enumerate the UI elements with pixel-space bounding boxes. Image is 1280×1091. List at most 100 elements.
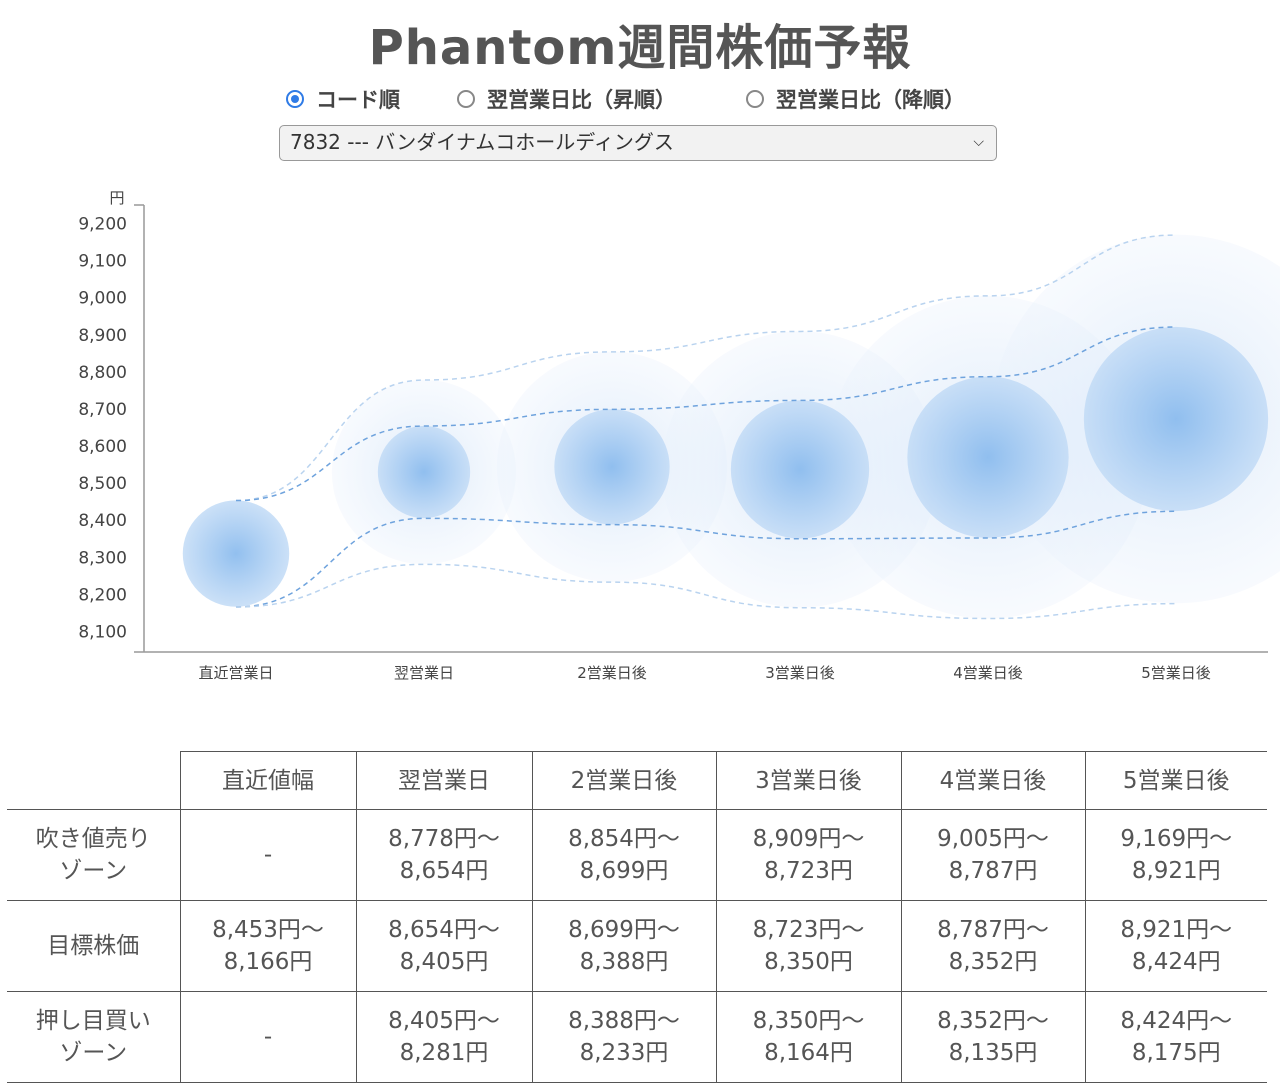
cell-value: 9,005円〜 <box>937 826 1049 852</box>
column-header: 直近値幅 <box>179 751 357 810</box>
cell-value: 8,350円〜 <box>752 1008 865 1034</box>
y-tick-label: 8,600 <box>78 437 127 457</box>
x-tick-label: 3営業日後 <box>765 664 835 682</box>
table-cell: 8,854円〜 8,699円 <box>531 809 717 901</box>
row-header: 押し目買い ゾーン <box>7 991 181 1083</box>
cell-value: 8,233円 <box>579 1040 669 1066</box>
cell-value: 8,854円〜 <box>568 826 680 852</box>
y-tick-label: 9,100 <box>78 252 127 272</box>
table-cell: 8,405円〜 8,281円 <box>355 991 533 1083</box>
y-tick-label: 8,500 <box>78 474 127 494</box>
cell-value: 8,175円 <box>1131 1040 1221 1066</box>
cell-value: 8,135円 <box>948 1040 1038 1066</box>
x-tick-label: 直近営業日 <box>198 664 273 682</box>
target-bubble <box>377 425 471 519</box>
table-cell: 8,778円〜 8,654円 <box>355 809 533 901</box>
stock-select-value: 7832 --- バンダイナムコホールディングス <box>290 130 674 154</box>
bubble-layer <box>182 234 1280 619</box>
x-tick-label: 2営業日後 <box>577 664 647 682</box>
radio-sort-descending[interactable]: 翌営業日比（降順） <box>746 84 965 114</box>
table-cell: 9,169円〜 8,921円 <box>1084 809 1267 901</box>
cell-value: 8,921円 <box>1131 858 1221 884</box>
buy-zone-lower-line <box>235 563 1177 620</box>
table-cell: 8,424円〜 8,175円 <box>1084 991 1267 1083</box>
page-title: Phantom週間株価予報 <box>368 20 912 76</box>
table-cell: 8,352円〜 8,135円 <box>900 991 1086 1083</box>
table-header-row: 直近値幅 翌営業日 2営業日後 3営業日後 4営業日後 5営業日後 <box>7 751 1267 810</box>
radio-sort-code[interactable]: コード順 <box>286 84 400 114</box>
forecast-chart: 円 8,100 8,200 8,300 8,400 8,500 8,600 8,700 8,80… <box>78 189 1280 682</box>
table-cell: 8,921円〜 8,424円 <box>1084 900 1267 992</box>
cell-value: 8,405円〜 <box>388 1008 500 1034</box>
cell-value: 8,723円〜 <box>752 917 865 943</box>
table-cell: 8,909円〜 8,723円 <box>715 809 902 901</box>
range-lines <box>235 234 1177 620</box>
row-header: 目標株価 <box>7 900 181 992</box>
target-upper-line <box>235 326 1177 502</box>
y-tick-label: 8,800 <box>78 363 127 383</box>
table-cell: 8,388円〜 8,233円 <box>531 991 717 1083</box>
table-row: 吹き値売りゾーン - 8,778円〜 8,654円 8,854円〜 8,699円 8,909… <box>7 809 1267 901</box>
x-tick-label: 5営業日後 <box>1141 664 1211 682</box>
cell-value: - <box>263 842 273 868</box>
cell-value: 8,699円 <box>579 858 669 884</box>
column-header: 4営業日後 <box>900 751 1086 810</box>
cell-value: 8,164円 <box>764 1040 853 1066</box>
row-header-line: ゾーン <box>59 858 128 884</box>
row-header-line: ゾーン <box>59 1040 128 1066</box>
radio-unselected-icon[interactable] <box>457 90 475 108</box>
stock-select[interactable]: 7832 --- バンダイナムコホールディングス ⌵ <box>279 125 997 161</box>
column-header: 5営業日後 <box>1084 751 1267 810</box>
sort-radio-group: コード順 翌営業日比（昇順） 翌営業日比（降順） <box>0 84 1280 114</box>
y-tick-label: 9,000 <box>78 289 127 309</box>
column-header: 2営業日後 <box>531 751 717 810</box>
cell-value: 8,787円〜 <box>937 917 1049 943</box>
chart-axes: 円 8,100 8,200 8,300 8,400 8,500 8,600 8,700 8,80… <box>78 189 1268 682</box>
cell-value: 9,169円〜 <box>1120 826 1233 852</box>
table-cell: 8,723円〜 8,350円 <box>715 900 902 992</box>
row-header-line: 押し目買い <box>35 1008 151 1034</box>
radio-label: コード順 <box>316 88 400 112</box>
cell-value: 8,699円〜 <box>568 917 680 943</box>
radio-sort-ascending[interactable]: 翌営業日比（昇順） <box>457 84 676 114</box>
table-cell: 8,350円〜 8,164円 <box>715 991 902 1083</box>
radio-unselected-icon[interactable] <box>746 90 764 108</box>
table-cell: 8,453円〜 8,166円 <box>179 900 357 992</box>
table-cell: 8,699円〜 8,388円 <box>531 900 717 992</box>
table-cell: 8,787円〜 8,352円 <box>900 900 1086 992</box>
target-bubble <box>182 500 290 607</box>
cell-value: 8,909円〜 <box>752 826 865 852</box>
cell-value: 8,778円〜 <box>388 826 500 852</box>
chevron-down-icon[interactable]: ⌵ <box>973 134 984 150</box>
cell-value: - <box>263 1024 273 1050</box>
y-tick-label: 8,300 <box>78 548 127 568</box>
cell-value: 8,453円〜 <box>212 917 324 943</box>
sell-zone-upper-line <box>235 234 1177 502</box>
row-header-line: 目標株価 <box>47 933 140 959</box>
cell-value: 8,350円 <box>764 949 853 975</box>
cell-value: 8,424円〜 <box>1120 1008 1233 1034</box>
cell-value: 8,388円〜 <box>568 1008 680 1034</box>
radio-label: 翌営業日比（昇順） <box>487 88 676 112</box>
cell-value: 8,166円 <box>223 949 313 975</box>
column-header: 3営業日後 <box>715 751 902 810</box>
cell-value: 8,723円 <box>764 858 853 884</box>
cell-value: 8,424円 <box>1131 949 1221 975</box>
column-header: 翌営業日 <box>355 751 533 810</box>
y-tick-label: 8,200 <box>78 585 127 605</box>
table-cell: - <box>179 991 357 1083</box>
y-tick-label: 8,700 <box>78 400 127 420</box>
table-corner <box>7 751 181 810</box>
row-header: 吹き値売り ゾーン <box>7 809 181 901</box>
radio-selected-icon[interactable] <box>286 90 304 108</box>
target-bubble <box>907 376 1069 538</box>
table-row: 押し目買いゾーン - 8,405円〜 8,281円 8,388円〜 8,233円 8,350… <box>7 991 1267 1083</box>
y-tick-label: 8,900 <box>78 326 127 346</box>
y-axis-label: 円 <box>109 189 124 207</box>
row-header-line: 吹き値売り <box>35 826 151 852</box>
cell-value: 8,654円 <box>399 858 489 884</box>
cell-value: 8,388円 <box>579 949 669 975</box>
y-tick-label: 8,100 <box>78 622 127 642</box>
cell-value: 8,352円〜 <box>937 1008 1049 1034</box>
target-bubble <box>730 400 870 539</box>
